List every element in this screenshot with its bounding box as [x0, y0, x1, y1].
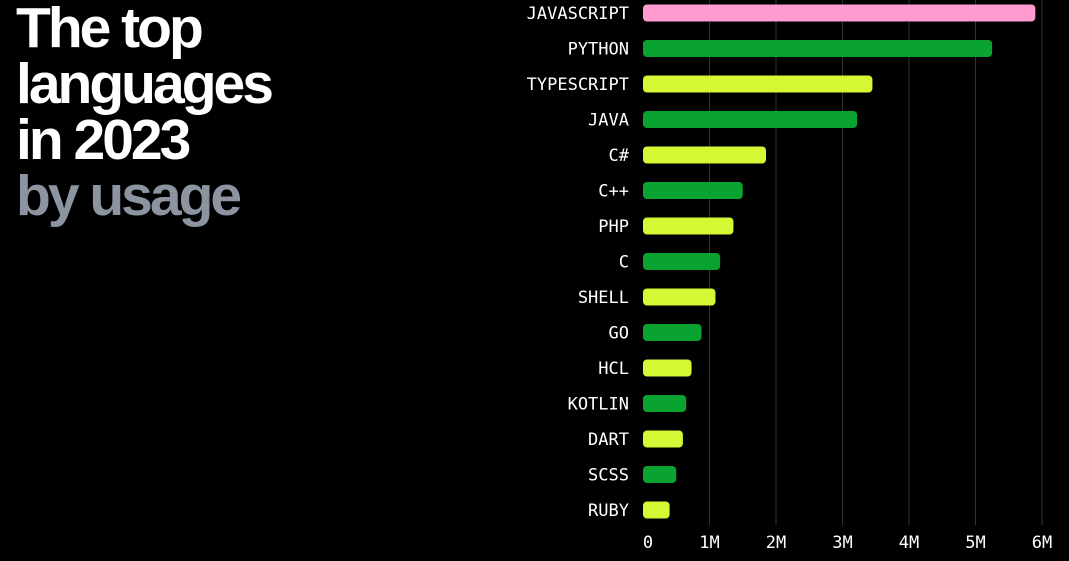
- category-label: C#: [609, 146, 630, 166]
- category-label: C: [619, 253, 629, 273]
- x-axis-ticks: 0 1M 2M 3M 4M 5M 6M: [643, 533, 1052, 553]
- category-label: DART: [588, 430, 629, 450]
- x-tick-label: 1M: [699, 533, 719, 553]
- category-label: C++: [598, 182, 629, 202]
- x-tick-label: 2M: [766, 533, 786, 553]
- category-label: RUBY: [588, 501, 629, 521]
- page-title: The top languages in 2023 by usage: [16, 0, 274, 228]
- x-tick-label: 6M: [1032, 533, 1052, 553]
- bar-typescript: [643, 75, 873, 93]
- category-label: JAVA: [588, 111, 629, 131]
- x-tick-label: 3M: [832, 533, 852, 553]
- bar-c: [643, 253, 721, 270]
- title-line-3: in 2023: [16, 108, 191, 172]
- bar-scss: [643, 466, 677, 483]
- x-tick-label: 0: [643, 533, 653, 553]
- bar-go: [643, 324, 702, 341]
- bar-c: [643, 146, 767, 164]
- bar-shell: [643, 288, 716, 306]
- category-label: HCL: [598, 359, 629, 379]
- title-line-1: The top: [16, 0, 204, 60]
- bar-c: [643, 182, 743, 199]
- category-label: PHP: [598, 217, 629, 237]
- x-tick-label: 5M: [965, 533, 985, 553]
- bar-kotlin: [643, 395, 687, 412]
- category-label: JAVASCRIPT: [527, 4, 629, 24]
- category-label: KOTLIN: [568, 395, 629, 415]
- bars: [643, 4, 1036, 519]
- category-label: TYPESCRIPT: [527, 75, 629, 95]
- category-labels: JAVASCRIPTPYTHONTYPESCRIPTJAVAC#C++PHPCS…: [527, 4, 630, 521]
- bar-java: [643, 111, 858, 128]
- category-label: SCSS: [588, 466, 629, 486]
- title-subtitle: by usage: [16, 164, 242, 228]
- bar-hcl: [643, 359, 692, 377]
- x-tick-label: 4M: [899, 533, 919, 553]
- bar-python: [643, 40, 993, 57]
- bar-dart: [643, 430, 683, 448]
- title-line-2: languages: [16, 52, 274, 116]
- bar-javascript: [643, 4, 1036, 22]
- category-label: SHELL: [578, 288, 629, 308]
- bar-ruby: [643, 501, 670, 519]
- bar-php: [643, 217, 734, 235]
- category-label: GO: [609, 324, 629, 344]
- category-label: PYTHON: [568, 40, 629, 60]
